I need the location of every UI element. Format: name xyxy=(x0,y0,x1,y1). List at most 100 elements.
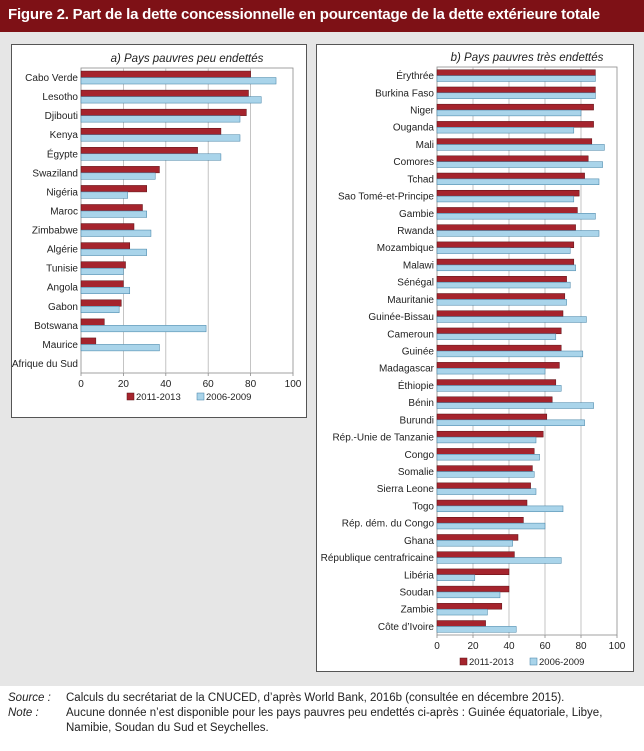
category-label-gambie: Gambie xyxy=(399,209,434,220)
bar-a-2006-nigeria xyxy=(80,191,128,199)
note-label: Note : xyxy=(8,707,39,719)
bar-b-2006-sierra-leone xyxy=(436,488,537,495)
bar-b-2011-zambie xyxy=(436,603,503,610)
bar-b-2011-sao-tome-et-principe xyxy=(436,189,580,197)
bar-b-2006-benin xyxy=(436,402,594,409)
bar-b-2006-cameroun xyxy=(436,333,557,340)
bar-b-2011-soudan xyxy=(436,585,510,593)
bar-a-2011-botswana xyxy=(80,318,105,326)
category-label-ouganda: Ouganda xyxy=(393,123,435,134)
bar-b-2011-benin xyxy=(436,396,553,403)
bar-b-2011-senegal xyxy=(436,276,567,283)
category-label-comores: Comores xyxy=(393,157,434,168)
bar-b-2006-mali xyxy=(436,144,605,151)
bar-b-2011-republique-centrafricaine xyxy=(436,551,515,558)
category-label-senegal: Sénégal xyxy=(397,278,434,289)
bar-b-2006-republique-centrafricaine xyxy=(436,557,562,564)
bar-a-2011-kenya xyxy=(80,127,222,135)
category-label-cabo-verde: Cabo Verde xyxy=(25,73,78,84)
source-row: Source : Calculs du secrétariat de la CN… xyxy=(8,691,640,706)
category-label-togo: Togo xyxy=(412,501,434,512)
bar-a-2011-swaziland xyxy=(80,166,160,174)
bar-b-2006-liberia xyxy=(436,574,476,581)
category-label-maurice: Maurice xyxy=(42,340,78,351)
legend-a-label-2006: 2006-2009 xyxy=(206,392,251,403)
bar-a-2011-maroc xyxy=(80,204,143,212)
chart-a-svg: a) Pays pauvres peu endettés Cabo Verde Le… xyxy=(12,53,302,403)
bar-a-2006-zimbabwe xyxy=(80,229,152,237)
category-label-rwanda: Rwanda xyxy=(397,226,434,237)
bar-b-2011-mozambique xyxy=(436,241,575,248)
legend-b-swatch-2006 xyxy=(529,657,538,666)
bar-b-2011-cote-d-ivoire xyxy=(436,620,486,627)
bar-b-2006-erythree xyxy=(436,75,596,82)
category-label-djibouti: Djibouti xyxy=(45,111,78,122)
category-label-mozambique: Mozambique xyxy=(377,243,435,254)
category-label-republique-centrafricaine: République centrafricaine xyxy=(321,553,435,564)
category-label-kenya: Kenya xyxy=(50,130,79,141)
chart-low-debt-countries: a) Pays pauvres peu endettés Cabo Verde Le… xyxy=(11,44,307,418)
legend-b-label-2011: 2011-2013 xyxy=(469,657,514,668)
category-label-somalie: Somalie xyxy=(398,467,435,478)
category-label-cote-d-ivoire: Côte d’Ivoire xyxy=(378,622,435,633)
bar-b-2006-rwanda xyxy=(436,230,600,237)
bar-b-2011-burkina-faso xyxy=(436,86,596,94)
bar-b-2011-comores xyxy=(436,155,589,162)
bar-a-2011-zimbabwe xyxy=(80,223,135,231)
bar-b-2011-rep-dem-du-congo xyxy=(436,517,524,524)
bar-a-2011-gabon xyxy=(80,299,122,307)
category-label-erythree: Érythrée xyxy=(396,69,434,82)
note-text: Aucune donnée n’est disponible pour les … xyxy=(66,707,603,734)
category-label-tchad: Tchad xyxy=(407,174,434,185)
category-label-guinee: Guinée xyxy=(402,347,435,358)
bar-a-2011-tunisie xyxy=(80,261,126,269)
bar-b-2006-ouganda xyxy=(436,126,575,134)
category-label-gabon: Gabon xyxy=(48,302,78,313)
bar-b-2006-senegal xyxy=(436,281,571,289)
chart-a-tick-label: 100 xyxy=(285,379,302,390)
bar-a-2006-djibouti xyxy=(80,115,241,123)
category-label-algerie: Algérie xyxy=(47,245,79,256)
bar-b-2011-malawi xyxy=(436,258,575,266)
bar-b-2006-cote-d-ivoire xyxy=(436,626,517,633)
bar-b-2006-mozambique xyxy=(436,247,571,254)
note-row: Note : Aucune donnée n’est disponible po… xyxy=(8,706,640,736)
category-label-soudan: Soudan xyxy=(400,587,434,598)
bar-a-2011-djibouti xyxy=(80,108,247,116)
bar-b-2006-togo xyxy=(436,505,564,513)
category-label-zimbabwe: Zimbabwe xyxy=(32,226,79,237)
bar-b-2011-ethiopie xyxy=(436,379,557,386)
bar-b-2011-gambie xyxy=(436,207,578,214)
bar-a-2011-maurice xyxy=(80,337,97,345)
bar-b-2011-ouganda xyxy=(436,121,594,128)
bar-a-2011-lesotho xyxy=(80,89,249,97)
category-label-mali: Mali xyxy=(416,140,434,151)
bar-a-2006-cabo-verde xyxy=(80,77,277,85)
bar-b-2006-somalie xyxy=(436,471,535,478)
bar-b-2011-liberia xyxy=(436,568,510,576)
bar-b-2011-madagascar xyxy=(436,362,560,369)
bar-b-2011-ghana xyxy=(436,534,519,541)
bar-a-2006-kenya xyxy=(80,134,241,142)
bar-b-2006-burkina-faso xyxy=(436,92,596,99)
category-label-lesotho: Lesotho xyxy=(42,92,78,103)
figure-title: Figure 2. Part de la dette concessionnel… xyxy=(8,6,600,23)
chart-b-tick-label: 0 xyxy=(434,641,440,652)
bar-a-2011-algerie xyxy=(80,242,131,250)
bar-b-2006-ethiopie xyxy=(436,385,562,392)
bar-b-2006-congo xyxy=(436,454,540,461)
bar-b-2006-madagascar xyxy=(436,367,546,375)
bar-b-2011-rwanda xyxy=(436,224,576,231)
chart-b-title: b) Pays pauvres très endettés xyxy=(451,52,604,64)
category-label-angola: Angola xyxy=(47,283,79,294)
chart-a-plot-frame xyxy=(80,67,294,374)
bar-b-2011-mauritanie xyxy=(436,293,566,300)
bar-b-2006-comores xyxy=(436,161,603,168)
category-label-nigeria: Nigéria xyxy=(46,187,78,198)
category-label-burkina-faso: Burkina Faso xyxy=(375,88,434,99)
chart-highly-indebted-countries: b) Pays pauvres très endettés Érythrée Bur… xyxy=(316,44,634,672)
bar-b-2011-tchad xyxy=(436,172,585,180)
bar-a-2006-botswana xyxy=(80,325,207,333)
category-label-congo: Congo xyxy=(405,450,435,461)
bar-a-2011-angola xyxy=(80,280,124,288)
